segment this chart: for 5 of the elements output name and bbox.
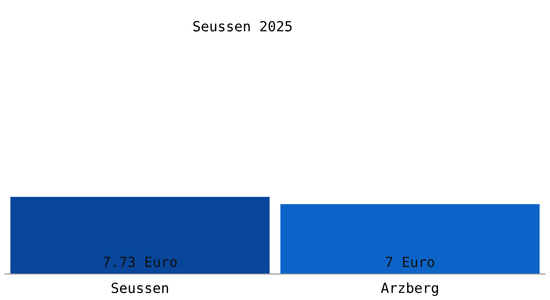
data-label: 7.73 Euro <box>103 256 177 268</box>
chart-title: Seussen 2025 <box>193 20 292 32</box>
data-label: 7 Euro <box>386 256 434 268</box>
x-tick-label: Arzberg <box>380 282 438 296</box>
x-tick-label: Seussen <box>112 282 168 294</box>
